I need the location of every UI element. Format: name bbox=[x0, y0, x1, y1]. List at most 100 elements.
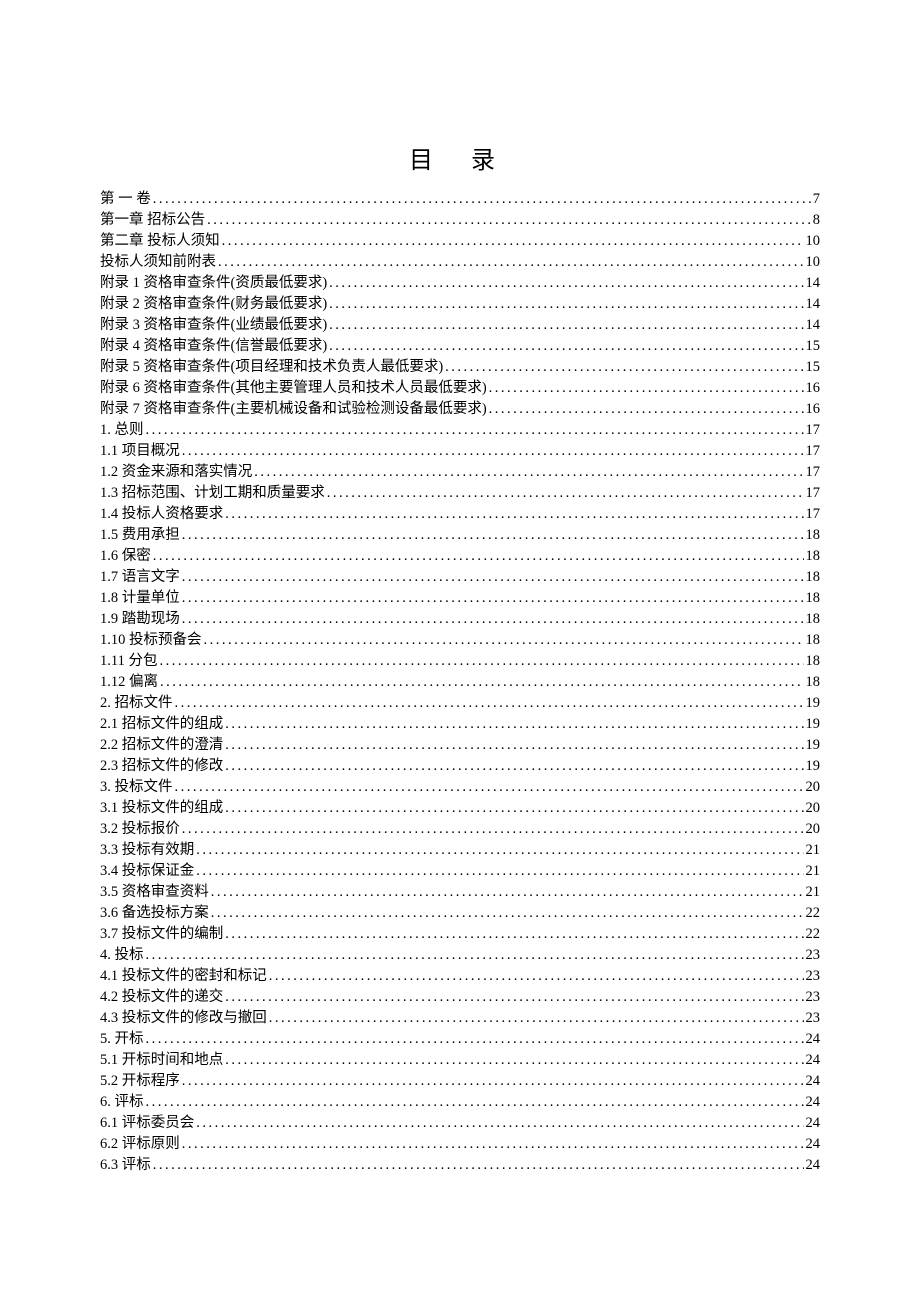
toc-entry-label: 1.4 投标人资格要求 bbox=[100, 504, 223, 525]
toc-entry-page: 20 bbox=[806, 819, 821, 840]
toc-entry-label: 1.11 分包 bbox=[100, 651, 157, 672]
toc-entry-label: 投标人须知前附表 bbox=[100, 252, 216, 273]
toc-entry-page: 24 bbox=[806, 1134, 821, 1155]
toc-entry-dots bbox=[153, 189, 811, 210]
toc-entry-dots bbox=[225, 924, 803, 945]
toc-entry-dots bbox=[225, 798, 803, 819]
toc-entry-dots bbox=[269, 966, 804, 987]
toc-entry: 6.3 评标 24 bbox=[100, 1155, 820, 1176]
toc-entry-page: 18 bbox=[806, 567, 821, 588]
toc-entry: 6.1 评标委员会24 bbox=[100, 1113, 820, 1134]
toc-entry-label: 1.6 保密 bbox=[100, 546, 151, 567]
toc-entry: 1.8 计量单位 18 bbox=[100, 588, 820, 609]
toc-entry-label: 附录 3 资格审查条件(业绩最低要求) bbox=[100, 315, 327, 336]
toc-entry-label: 附录 7 资格审查条件(主要机械设备和试验检测设备最低要求) bbox=[100, 399, 487, 420]
toc-entry-page: 18 bbox=[806, 525, 821, 546]
toc-entry-page: 17 bbox=[806, 420, 821, 441]
toc-entry-dots bbox=[146, 945, 804, 966]
toc-entry-dots bbox=[182, 1071, 804, 1092]
toc-entry-page: 18 bbox=[806, 672, 821, 693]
toc-entry-label: 4.1 投标文件的密封和标记 bbox=[100, 966, 267, 987]
toc-entry-label: 1.8 计量单位 bbox=[100, 588, 180, 609]
toc-entry-label: 第一章 招标公告 bbox=[100, 210, 205, 231]
toc-entry-dots bbox=[329, 294, 803, 315]
toc-entry-dots bbox=[175, 693, 804, 714]
toc-entry-label: 附录 5 资格审查条件(项目经理和技术负责人最低要求) bbox=[100, 357, 443, 378]
toc-entry-label: 4. 投标 bbox=[100, 945, 144, 966]
toc-entry-label: 3.4 投标保证金 bbox=[100, 861, 194, 882]
toc-entry: 5. 开标24 bbox=[100, 1029, 820, 1050]
toc-entry-label: 1.5 费用承担 bbox=[100, 525, 180, 546]
toc-entry: 1. 总则 17 bbox=[100, 420, 820, 441]
toc-entry-page: 17 bbox=[806, 483, 821, 504]
toc-entry-label: 4.2 投标文件的递交 bbox=[100, 987, 223, 1008]
toc-entry-label: 5.1 开标时间和地点 bbox=[100, 1050, 223, 1071]
toc-entry-dots bbox=[160, 672, 804, 693]
toc-entry-dots bbox=[329, 336, 803, 357]
toc-entry: 3.4 投标保证金 21 bbox=[100, 861, 820, 882]
toc-entry-dots bbox=[182, 525, 804, 546]
toc-entry-dots bbox=[175, 777, 804, 798]
toc-entry-page: 23 bbox=[806, 945, 821, 966]
toc-entry-dots bbox=[182, 609, 804, 630]
toc-entry-label: 2. 招标文件 bbox=[100, 693, 173, 714]
toc-entry-label: 3. 投标文件 bbox=[100, 777, 173, 798]
toc-entry-page: 10 bbox=[806, 252, 821, 273]
toc-entry: 1.6 保密18 bbox=[100, 546, 820, 567]
toc-entry-dots bbox=[182, 1134, 804, 1155]
toc-entry: 附录 2 资格审查条件(财务最低要求)14 bbox=[100, 294, 820, 315]
toc-entry-page: 19 bbox=[806, 735, 821, 756]
toc-entry-label: 3.1 投标文件的组成 bbox=[100, 798, 223, 819]
toc-entry-dots bbox=[254, 462, 803, 483]
toc-entry-page: 23 bbox=[806, 987, 821, 1008]
toc-entry: 附录 1 资格审查条件(资质最低要求)14 bbox=[100, 273, 820, 294]
toc-entry: 1.12 偏离18 bbox=[100, 672, 820, 693]
toc-entry-page: 15 bbox=[806, 357, 821, 378]
toc-entry-dots bbox=[329, 273, 803, 294]
toc-entry-page: 23 bbox=[806, 1008, 821, 1029]
toc-entry-page: 18 bbox=[806, 588, 821, 609]
toc-entry-label: 3.7 投标文件的编制 bbox=[100, 924, 223, 945]
toc-entry: 1.5 费用承担 18 bbox=[100, 525, 820, 546]
toc-entry-dots bbox=[222, 231, 804, 252]
toc-entry-label: 2.3 招标文件的修改 bbox=[100, 756, 223, 777]
toc-entry: 第 一 卷7 bbox=[100, 189, 820, 210]
toc-entry-label: 5.2 开标程序 bbox=[100, 1071, 180, 1092]
toc-entry: 3.2 投标报价20 bbox=[100, 819, 820, 840]
toc-entry-label: 2.2 招标文件的澄清 bbox=[100, 735, 223, 756]
toc-entry-page: 19 bbox=[806, 756, 821, 777]
toc-entry-page: 20 bbox=[806, 777, 821, 798]
toc-entry-dots bbox=[196, 840, 803, 861]
toc-entry-page: 22 bbox=[806, 903, 821, 924]
toc-entry-dots bbox=[329, 315, 803, 336]
toc-entry-dots bbox=[182, 441, 804, 462]
toc-entry-page: 19 bbox=[806, 714, 821, 735]
toc-entry: 5.1 开标时间和地点24 bbox=[100, 1050, 820, 1071]
toc-entry-dots bbox=[204, 630, 804, 651]
toc-entry-label: 附录 6 资格审查条件(其他主要管理人员和技术人员最低要求) bbox=[100, 378, 487, 399]
toc-entry-label: 6.3 评标 bbox=[100, 1155, 151, 1176]
toc-entry-dots bbox=[225, 1050, 803, 1071]
toc-entry-page: 24 bbox=[806, 1155, 821, 1176]
toc-entry-page: 21 bbox=[806, 861, 821, 882]
toc-entry-dots bbox=[153, 1155, 804, 1176]
toc-entry: 4. 投标 23 bbox=[100, 945, 820, 966]
toc-entry-label: 附录 4 资格审查条件(信誉最低要求) bbox=[100, 336, 327, 357]
toc-entry-page: 22 bbox=[806, 924, 821, 945]
toc-entry-label: 1. 总则 bbox=[100, 420, 144, 441]
toc-title: 目 录 bbox=[100, 140, 820, 175]
toc-entry-page: 24 bbox=[806, 1071, 821, 1092]
toc-entry-label: 1.2 资金来源和落实情况 bbox=[100, 462, 252, 483]
toc-entry: 2.1 招标文件的组成19 bbox=[100, 714, 820, 735]
toc-entry: 附录 6 资格审查条件(其他主要管理人员和技术人员最低要求)16 bbox=[100, 378, 820, 399]
toc-entry: 第一章 招标公告8 bbox=[100, 210, 820, 231]
toc-entry-page: 17 bbox=[806, 504, 821, 525]
toc-entry-label: 6.2 评标原则 bbox=[100, 1134, 180, 1155]
toc-entry: 1.11 分包18 bbox=[100, 651, 820, 672]
toc-entry-dots bbox=[489, 378, 804, 399]
toc-entry-label: 1.7 语言文字 bbox=[100, 567, 180, 588]
toc-entry: 1.7 语言文字 18 bbox=[100, 567, 820, 588]
toc-entry: 2.2 招标文件的澄清 19 bbox=[100, 735, 820, 756]
toc-entry-page: 14 bbox=[806, 315, 821, 336]
toc-entry-label: 附录 2 资格审查条件(财务最低要求) bbox=[100, 294, 327, 315]
